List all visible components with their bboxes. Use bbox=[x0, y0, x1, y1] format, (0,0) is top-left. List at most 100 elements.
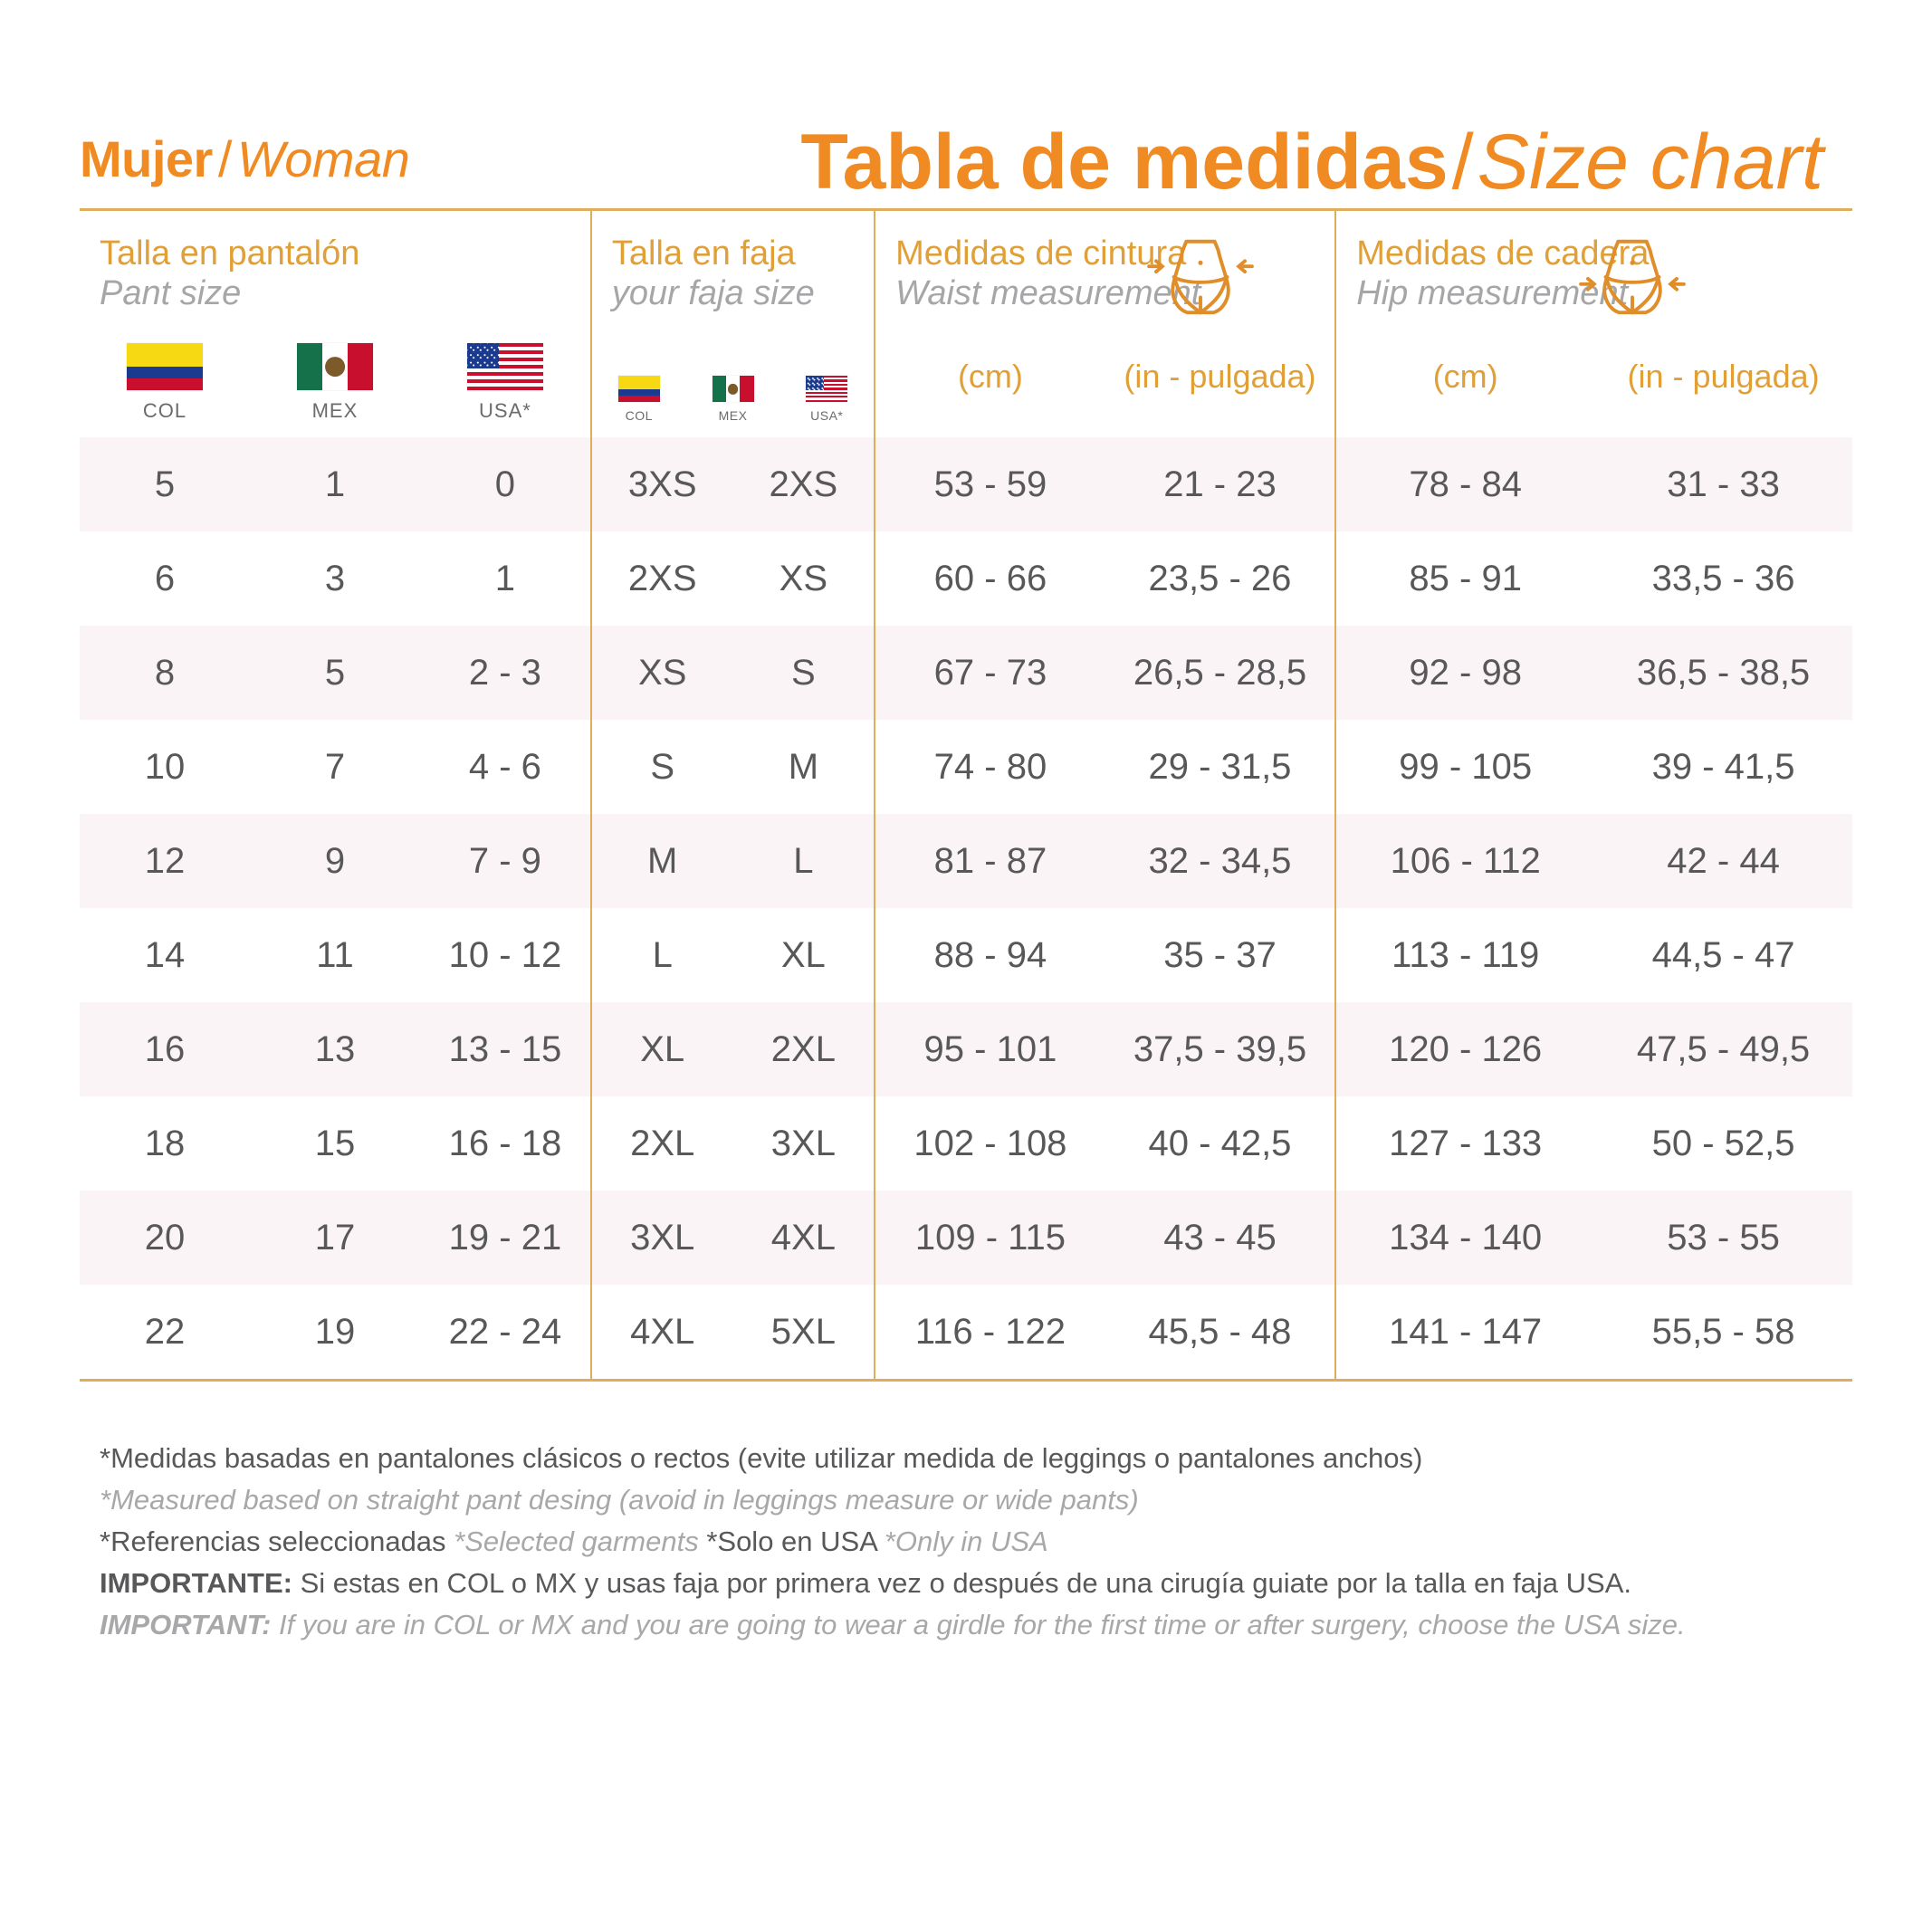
table-cell: M bbox=[647, 840, 678, 881]
pant-size-title-en: Pant size bbox=[100, 274, 242, 313]
table-cell: 2XS bbox=[627, 558, 697, 598]
table-cell: 1 bbox=[324, 464, 346, 504]
hip-units-row: (cm) (in - pulgada) bbox=[1336, 358, 1852, 396]
table-cell: 13 bbox=[314, 1028, 356, 1069]
pant-flag-mex: MEX bbox=[250, 343, 420, 423]
table-row: 78 - 84 31 - 33 bbox=[1336, 437, 1852, 531]
table-cell: 0 bbox=[494, 464, 516, 504]
table-row: 3XL 4XL bbox=[591, 1191, 875, 1285]
table-cell: 3XS bbox=[627, 464, 697, 504]
table-cell: 4 - 6 bbox=[468, 746, 541, 787]
table-row: 5 1 0 bbox=[80, 437, 590, 531]
hip-measure-body-icon bbox=[1579, 239, 1687, 315]
pant-size-flag-row: COL MEX USA* bbox=[80, 343, 590, 423]
table-cell: 12 bbox=[144, 840, 186, 881]
faja-size-flag-row: COL MEX USA* bbox=[592, 376, 874, 423]
table-cell: 10 - 12 bbox=[448, 934, 562, 975]
table-row: 10 7 4 - 6 bbox=[80, 720, 590, 814]
table-cell: 21 - 23 bbox=[1163, 464, 1277, 504]
table-cell: 23,5 - 26 bbox=[1148, 558, 1292, 598]
table-cell: 2XL bbox=[770, 1028, 836, 1069]
waist-title-en: Waist measurement bbox=[895, 274, 1201, 313]
faja-flag-col: COL bbox=[592, 376, 686, 423]
page-title-es: Tabla de medidas bbox=[800, 119, 1449, 206]
usa-flag-icon bbox=[466, 343, 543, 390]
table-row: 92 - 98 36,5 - 38,5 bbox=[1336, 626, 1852, 720]
table-cell: 13 - 15 bbox=[448, 1028, 562, 1069]
table-cell: 116 - 122 bbox=[914, 1311, 1066, 1352]
table-row: 60 - 66 23,5 - 26 bbox=[875, 531, 1334, 626]
footnote-measured-es: *Medidas basadas en pantalones clásicos … bbox=[100, 1442, 1423, 1474]
table-cell: 95 - 101 bbox=[923, 1028, 1057, 1069]
table-cell: 120 - 126 bbox=[1389, 1028, 1543, 1069]
table-cell: 78 - 84 bbox=[1409, 464, 1522, 504]
table-cell: 5XL bbox=[770, 1311, 836, 1352]
brand-title-es: Mujer bbox=[80, 130, 213, 187]
table-cell: 99 - 105 bbox=[1399, 746, 1533, 787]
footnote-usa-only-en: *Only in USA bbox=[884, 1525, 1048, 1557]
table-row: 127 - 133 50 - 52,5 bbox=[1336, 1096, 1852, 1191]
waist-units-row: (cm) (in - pulgada) bbox=[875, 358, 1334, 396]
table-row: 120 - 126 47,5 - 49,5 bbox=[1336, 1002, 1852, 1096]
table-cell: 106 - 112 bbox=[1390, 840, 1541, 881]
footnotes: *Medidas basadas en pantalones clásicos … bbox=[80, 1438, 1852, 1645]
table-cell: L bbox=[652, 934, 673, 975]
hip-unit-cm: (cm) bbox=[1432, 358, 1498, 395]
column-group-waist: Medidas de cintura Waist measurement bbox=[874, 211, 1335, 1379]
table-row: 2XS XS bbox=[592, 531, 874, 626]
table-cell: 50 - 52,5 bbox=[1651, 1123, 1795, 1163]
pant-flag-usa: USA* bbox=[420, 343, 590, 423]
table-cell: XS bbox=[638, 652, 687, 693]
table-cell: 127 - 133 bbox=[1389, 1123, 1543, 1163]
column-group-faja-size: Talla en faja your faja size COL bbox=[589, 211, 875, 1379]
table-cell: 35 - 37 bbox=[1163, 934, 1277, 975]
table-row: 106 - 112 42 - 44 bbox=[1336, 814, 1852, 908]
usa-flag-icon bbox=[806, 376, 848, 402]
table-cell: 32 - 34,5 bbox=[1148, 840, 1292, 881]
table-cell: 22 - 24 bbox=[448, 1311, 562, 1352]
footnote-important-text-es: Si estas en COL o MX y usas faja por pri… bbox=[292, 1566, 1632, 1599]
table-cell: S bbox=[791, 652, 816, 693]
table-row: 116 - 122 45,5 - 48 bbox=[875, 1285, 1334, 1379]
table-cell: 47,5 - 49,5 bbox=[1636, 1028, 1811, 1069]
colombia-flag-icon bbox=[126, 343, 203, 390]
faja-flag-usa: USA* bbox=[779, 376, 874, 423]
footnote-usa-only-es: *Solo en USA bbox=[706, 1525, 885, 1557]
table-cell: 1 bbox=[494, 558, 516, 598]
table-row: 88 - 94 35 - 37 bbox=[875, 908, 1334, 1002]
table-cell: 3XL bbox=[630, 1217, 695, 1258]
table-cell: 134 - 140 bbox=[1389, 1217, 1543, 1258]
table-row: 14 11 10 - 12 bbox=[80, 908, 590, 1002]
waist-measure-body-icon bbox=[1147, 239, 1255, 315]
pant-flag-mex-label: MEX bbox=[311, 399, 359, 422]
table-cell: 2 - 3 bbox=[468, 652, 541, 693]
table-cell: 37,5 - 39,5 bbox=[1133, 1028, 1307, 1069]
hip-header: Medidas de cadera Hip measurement bbox=[1336, 211, 1852, 437]
table-row: 20 17 19 - 21 bbox=[80, 1191, 590, 1285]
page-title-en: Size chart bbox=[1477, 119, 1823, 206]
table-cell: M bbox=[788, 746, 819, 787]
mexico-flag-icon bbox=[712, 376, 754, 402]
waist-header: Medidas de cintura Waist measurement bbox=[875, 211, 1334, 437]
table-cell: S bbox=[650, 746, 675, 787]
waist-unit-cm: (cm) bbox=[957, 358, 1023, 395]
table-row: 8 5 2 - 3 bbox=[80, 626, 590, 720]
pant-size-header: Talla en pantalón Pant size COL bbox=[80, 211, 590, 437]
table-row: 113 - 119 44,5 - 47 bbox=[1336, 908, 1852, 1002]
pant-flag-col-label: COL bbox=[142, 399, 187, 422]
table-cell: 36,5 - 38,5 bbox=[1636, 652, 1811, 693]
column-group-hip: Medidas de cadera Hip measurement bbox=[1334, 211, 1852, 1379]
table-row: 85 - 91 33,5 - 36 bbox=[1336, 531, 1852, 626]
table-cell: 16 - 18 bbox=[448, 1123, 562, 1163]
table-row: 2XL 3XL bbox=[592, 1096, 874, 1191]
waist-title-es: Medidas de cintura bbox=[895, 234, 1187, 273]
table-cell: 113 - 119 bbox=[1392, 934, 1540, 975]
table-row: 12 9 7 - 9 bbox=[80, 814, 590, 908]
faja-flag-col-label: COL bbox=[625, 408, 653, 423]
mexico-flag-icon bbox=[296, 343, 373, 390]
table-cell: 92 - 98 bbox=[1409, 652, 1522, 693]
table-cell: 29 - 31,5 bbox=[1148, 746, 1292, 787]
